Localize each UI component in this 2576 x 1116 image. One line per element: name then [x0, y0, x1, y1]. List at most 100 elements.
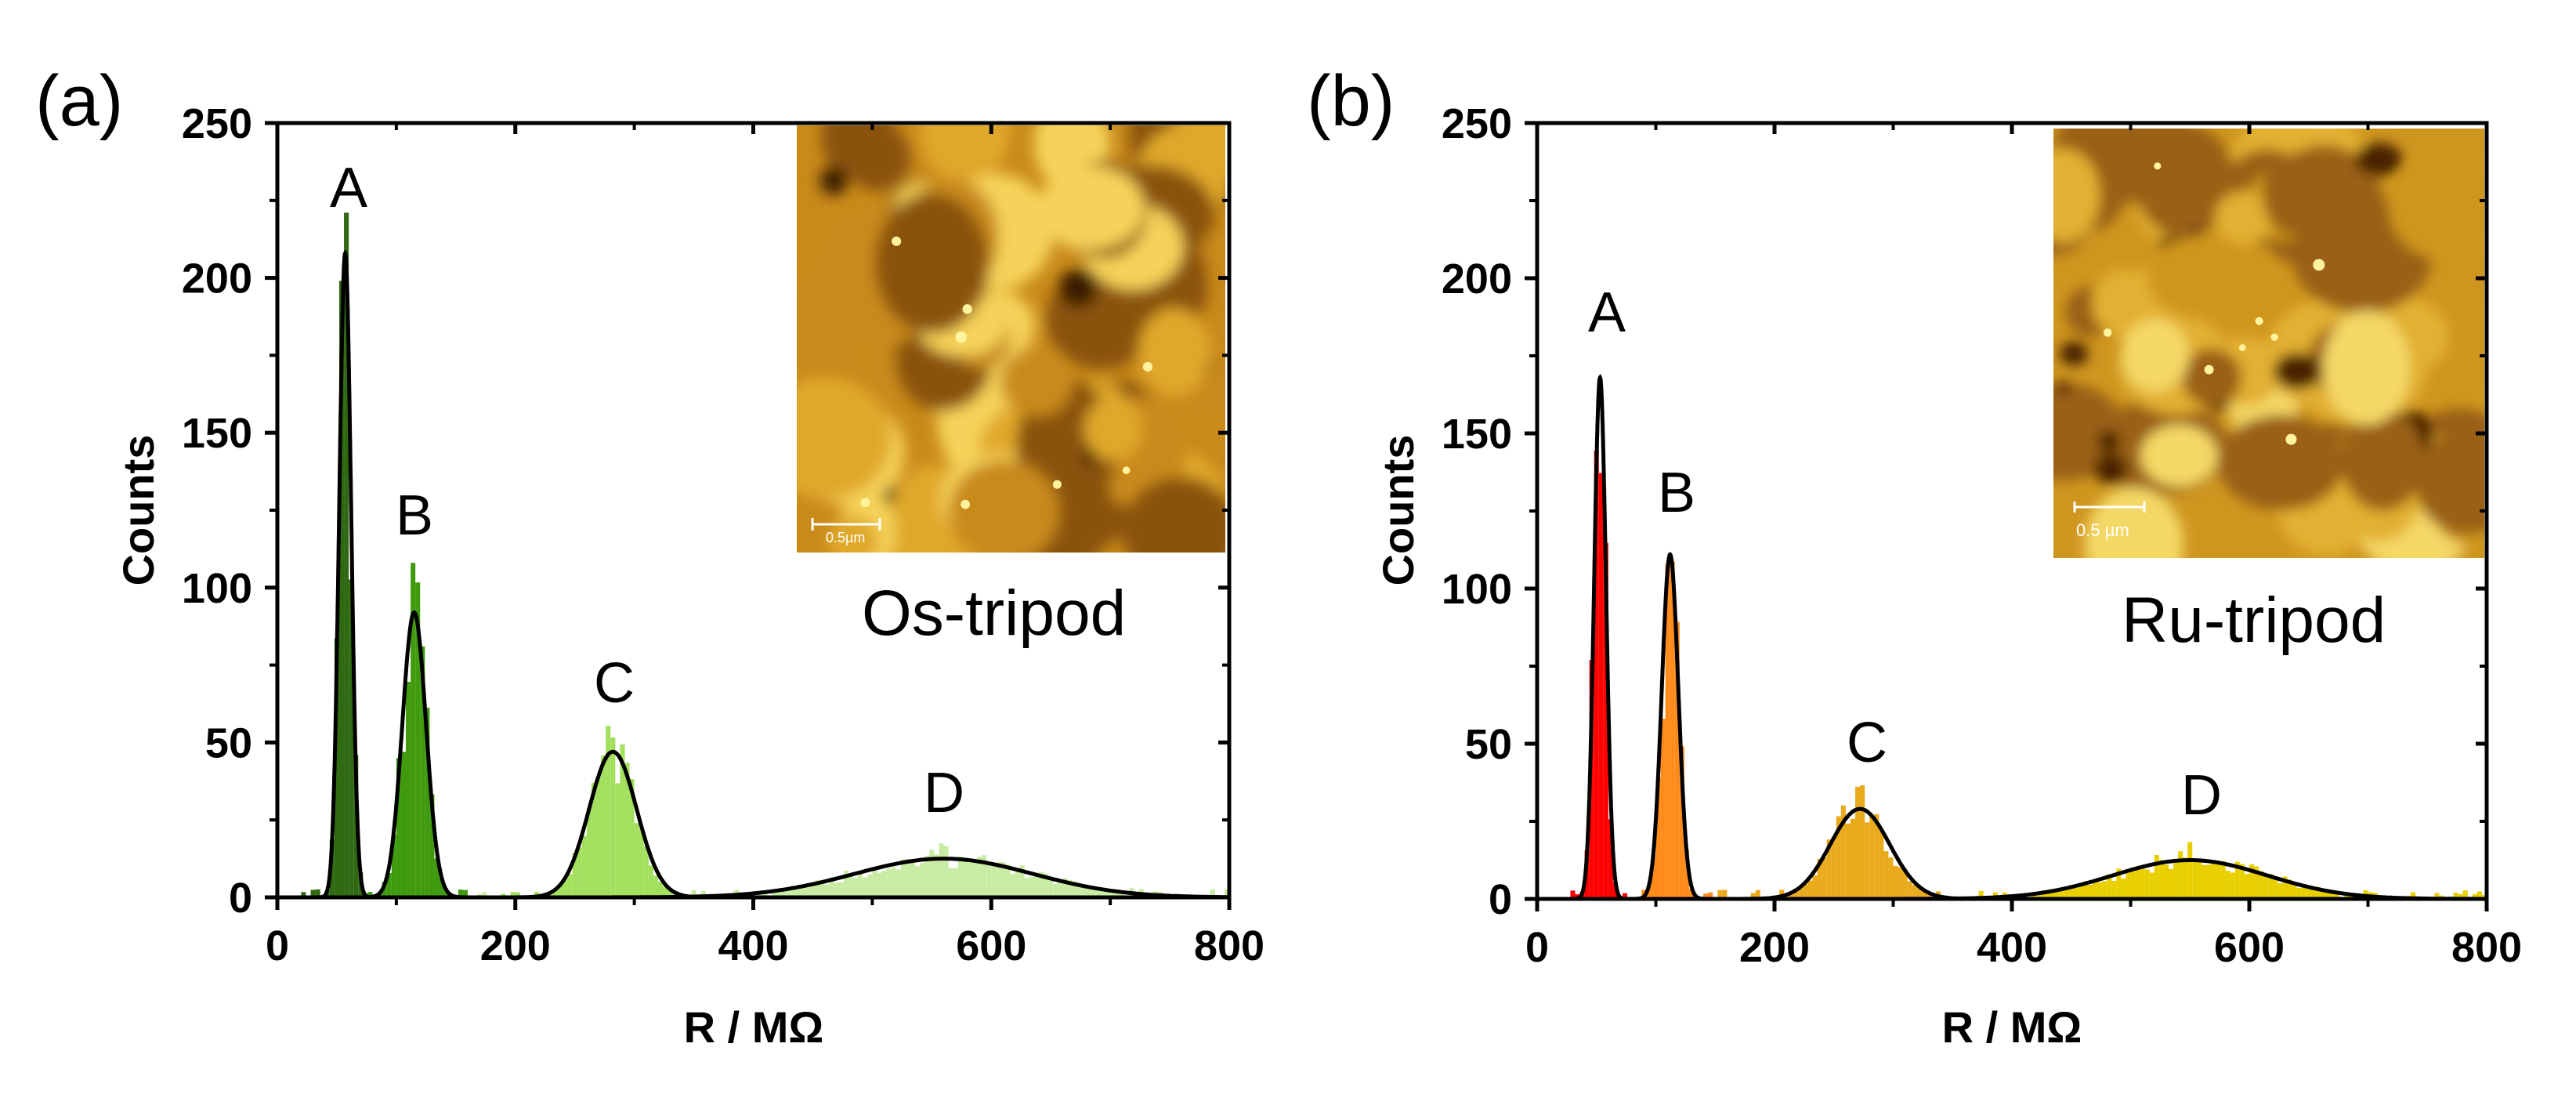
histogram-bar-d: [2234, 861, 2240, 899]
histogram-bar-b: [396, 758, 401, 897]
histogram-bar-b: [1665, 563, 1670, 899]
histogram-bar-c: [563, 878, 568, 897]
histogram-bar-d: [1100, 890, 1106, 897]
inset-bright-particle: [2238, 344, 2246, 352]
x-tick-label: 200: [480, 922, 551, 969]
histogram-bar-c: [663, 886, 668, 897]
histogram-bar-a: [1598, 473, 1604, 899]
histogram-bar-d: [834, 882, 839, 897]
histogram-bar-b: [386, 872, 392, 897]
histogram-bar-d: [2306, 888, 2311, 899]
histogram-bar-d: [1062, 878, 1068, 897]
panel-a: (a) 0.5µm 0 200 400 600 800 0 50 100 150 200 250 A…: [35, 61, 1264, 1052]
inset-grain: [797, 378, 892, 500]
inset-grain: [2274, 353, 2321, 390]
inset-bright-particle: [955, 331, 968, 343]
histogram-bar-b: [400, 752, 407, 897]
histogram-bar-c: [1865, 822, 1870, 899]
histogram-bar-d: [1029, 876, 1034, 897]
histogram-bar-c: [634, 823, 639, 897]
histogram-bar-c: [515, 892, 520, 897]
inset-scale-bar: 0.5µm: [811, 518, 881, 545]
histogram-bar-c: [510, 892, 516, 897]
histogram-bar-c: [1926, 893, 1931, 899]
histogram-bar-d: [2254, 866, 2259, 899]
histogram-bar-c: [648, 865, 653, 897]
histogram-bar-d: [2111, 881, 2117, 899]
sample-label: Ru-tripod: [2122, 585, 2386, 656]
histogram-bar-d: [848, 874, 854, 897]
histogram-bar-b: [439, 877, 444, 897]
inset-bright-particle: [2285, 433, 2297, 445]
inset-grains: [2053, 129, 2484, 558]
histogram-bar-d: [2230, 872, 2235, 899]
histogram-bar-d: [991, 866, 997, 897]
y-tick-label: 0: [1489, 876, 1512, 923]
histogram-bar-d: [2249, 864, 2255, 899]
histogram-bar-d: [805, 887, 811, 897]
inset-grain: [2056, 380, 2071, 395]
histogram-bar-d: [1110, 890, 1116, 897]
histogram-bar-c: [643, 846, 649, 897]
histogram-bar-c: [606, 726, 611, 897]
inset-grain: [2093, 129, 2187, 204]
histogram-bar-d: [829, 877, 834, 897]
histogram-bar-b: [1660, 719, 1666, 899]
y-tick-label: 150: [182, 410, 252, 457]
histogram-bar-d: [2244, 874, 2249, 899]
histogram-bar-d: [810, 882, 816, 897]
histogram-bar-d: [796, 889, 801, 897]
histogram-bar-d: [863, 877, 868, 897]
histogram-bar-d: [2040, 892, 2046, 899]
histogram-bar-d: [2050, 892, 2055, 899]
scale-bar-label: 0.5µm: [826, 530, 865, 545]
histogram-bar-d: [791, 885, 797, 897]
histogram-bar-d: [2144, 869, 2150, 899]
histogram-bar-d: [2173, 862, 2179, 899]
histogram-bar-d: [1210, 889, 1215, 897]
histogram-bar-d: [939, 843, 944, 897]
histogram-bar-d: [2263, 874, 2269, 899]
histogram-bar-d: [1058, 879, 1063, 897]
histogram-bars: [301, 212, 1229, 898]
histogram-bar-c: [1750, 893, 1756, 899]
histogram-bar-b: [1703, 893, 1709, 899]
histogram-bar-d: [2082, 882, 2088, 899]
fit-curve-a: [315, 249, 375, 900]
histogram-bar-d: [801, 886, 806, 897]
peak-label-b: B: [1658, 462, 1695, 524]
histogram-bar-d: [895, 869, 901, 897]
histogram-bar-d: [872, 868, 877, 897]
histogram-bar-d: [2330, 890, 2335, 899]
histogram-bar-d: [1015, 869, 1020, 897]
histogram-bar-a: [338, 281, 345, 897]
histogram-bar-d: [781, 890, 787, 897]
inset-grain: [2092, 270, 2154, 337]
histogram-bar-c: [577, 847, 582, 897]
histogram-bar-b: [1651, 854, 1656, 899]
histogram-bar-d: [877, 872, 882, 897]
histogram-bar-a: [1594, 451, 1599, 899]
histogram-bar-a: [1570, 890, 1576, 899]
histogram-bar-d: [2163, 864, 2169, 899]
histogram-bar-d: [934, 854, 939, 897]
histogram-bar-d: [910, 861, 916, 897]
histogram-bar-d: [2453, 893, 2458, 899]
histogram-bar-c: [1831, 837, 1836, 899]
histogram-bar-d: [2078, 884, 2083, 899]
histogram-bar-a: [1608, 819, 1613, 899]
inset-grain: [2097, 429, 2120, 453]
histogram-bar-d: [977, 857, 982, 897]
histogram-bar-d: [867, 875, 873, 897]
histogram-bar-c: [1840, 805, 1846, 899]
histogram-bar-c: [1907, 881, 1912, 899]
histogram-bar-d: [2310, 889, 2316, 899]
afm-inset-image: [797, 125, 1225, 553]
histogram-bar-d: [2349, 894, 2354, 899]
histogram-bar-c: [1893, 865, 1898, 899]
histogram-bar-d: [2202, 864, 2207, 899]
inset-grain: [1038, 165, 1145, 250]
histogram-bar-c: [1898, 867, 1903, 899]
histogram-bar-d: [1053, 883, 1058, 897]
histogram-bar-d: [2045, 892, 2050, 899]
